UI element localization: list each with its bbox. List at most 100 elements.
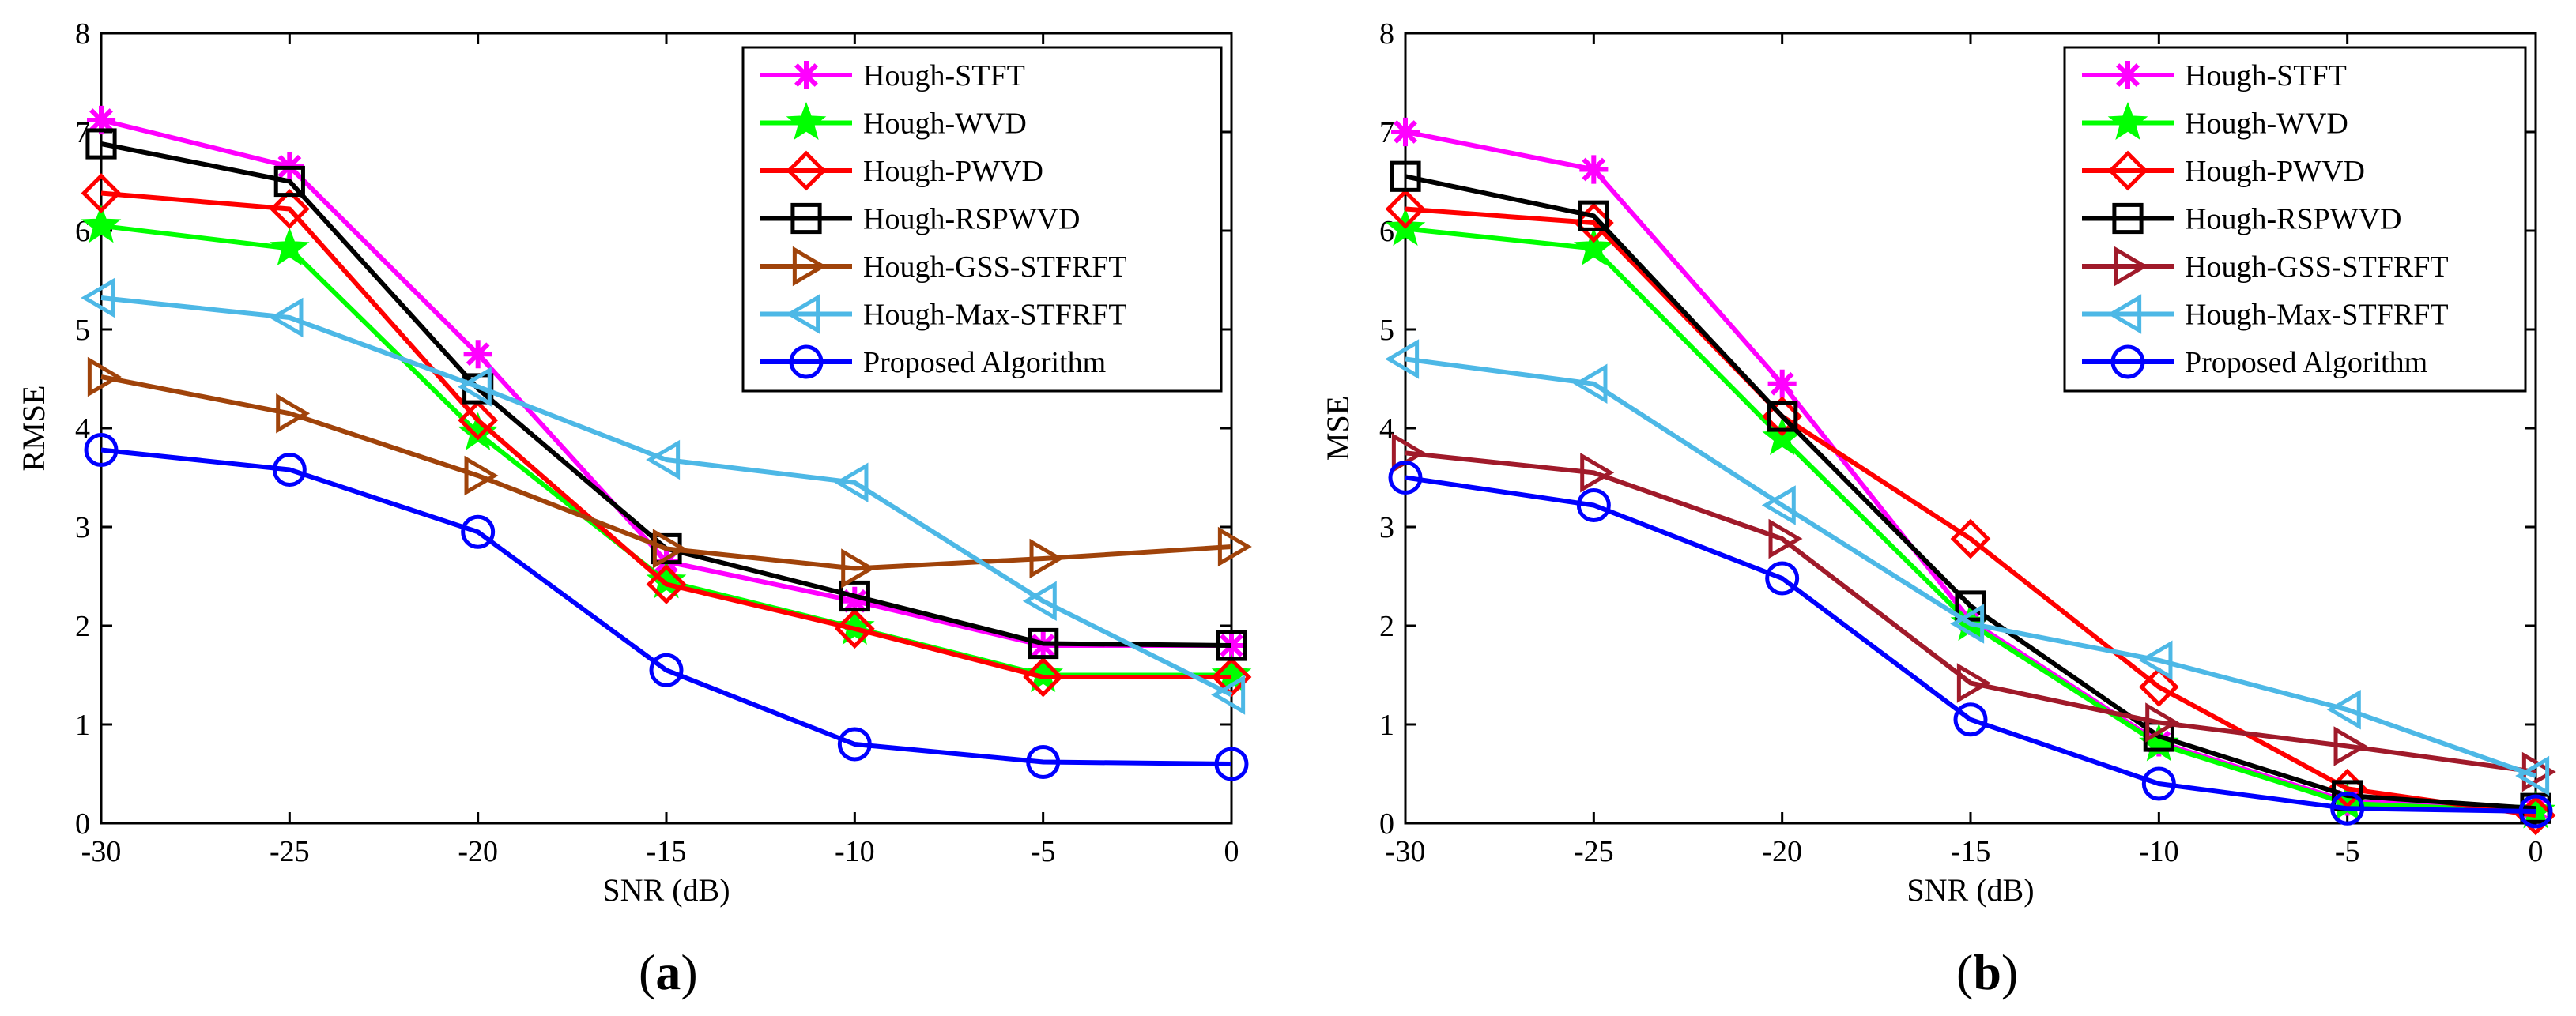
- y-tick-label: 6: [1379, 215, 1394, 248]
- data-point: [1950, 604, 1985, 644]
- legend: Hough-STFT Hough-WVD Hough-PWVD Hough-RSPWV…: [741, 46, 1223, 393]
- x-tick-label: -30: [1386, 835, 1426, 868]
- caption-letter: a: [655, 944, 681, 1000]
- legend-marker: [2113, 61, 2143, 89]
- data-point: [87, 356, 122, 397]
- caption-close: ): [2001, 944, 2018, 1000]
- x-tick-label: -30: [81, 835, 122, 868]
- legend-item-hough-wvd: Hough-WVD: [2082, 101, 2348, 141]
- data-point: [84, 433, 119, 467]
- data-point: [1767, 401, 1798, 432]
- x-tick-label: -25: [1574, 835, 1614, 868]
- data-point: [458, 400, 499, 441]
- legend-marker: [2110, 344, 2145, 379]
- x-axis-label: SNR (dB): [602, 872, 730, 908]
- data-point: [272, 453, 307, 487]
- legend-item-hough-gss-stfrft: Hough-GSS-STFRFT: [760, 246, 1127, 287]
- series-line: [100, 295, 1233, 698]
- y-axis-label: RMSE: [16, 386, 51, 472]
- y-tick-label: 4: [75, 412, 90, 446]
- x-tick-label: 0: [1224, 835, 1239, 868]
- series-line: [1405, 475, 2536, 814]
- data-point: [2138, 640, 2173, 681]
- legend-item-hough-gss-stfrft: Hough-GSS-STFRFT: [2082, 246, 2449, 287]
- data-point: [1391, 117, 1420, 147]
- legend-label: Proposed Algorithm: [2185, 346, 2427, 379]
- series-proposed-algorithm: [1388, 461, 2553, 829]
- y-tick-label: 3: [75, 511, 90, 544]
- data-point: [2515, 755, 2550, 796]
- data-point: [1956, 663, 1991, 703]
- data-point: [834, 608, 875, 649]
- data-point: [841, 548, 876, 589]
- series-hough-max-stfrft: [81, 277, 1246, 715]
- legend-item-proposed-algorithm: Proposed Algorithm: [760, 344, 1106, 379]
- caption-close: ): [681, 944, 697, 1000]
- x-tick-label: -25: [270, 835, 310, 868]
- panel-caption: (b): [1956, 944, 2018, 1000]
- y-axis-label: MSE: [1320, 396, 1356, 461]
- data-point: [1028, 627, 1059, 660]
- series-line: [100, 374, 1232, 571]
- caption-open: (: [1956, 944, 1973, 1000]
- legend-label: Hough-RSPWVD: [2185, 203, 2401, 236]
- data-point: [269, 227, 310, 266]
- data-point: [1385, 189, 1426, 229]
- data-point: [2333, 726, 2368, 766]
- x-tick-label: 0: [2529, 835, 2544, 868]
- legend-marker: [786, 101, 827, 141]
- y-tick-label: 8: [75, 17, 90, 51]
- data-point: [1578, 200, 1609, 231]
- data-point: [646, 439, 681, 480]
- data-point: [2141, 766, 2176, 801]
- y-tick-label: 4: [1379, 412, 1394, 446]
- panel-caption: (a): [639, 944, 698, 1000]
- data-point: [1214, 747, 1249, 781]
- data-point: [1390, 160, 1421, 192]
- x-tick-label: -10: [2139, 835, 2179, 868]
- legend-label: Hough-STFT: [863, 59, 1025, 92]
- data-point: [1950, 518, 1991, 559]
- x-tick-label: -15: [647, 835, 687, 868]
- legend-item-hough-max-stfrft: Hough-Max-STFRFT: [2082, 294, 2449, 334]
- series-hough-gss-stfrft: [87, 356, 1252, 589]
- data-point: [458, 412, 499, 450]
- data-point: [1573, 202, 1614, 243]
- data-point: [2330, 791, 2365, 826]
- data-point: [87, 105, 116, 135]
- legend-marker: [792, 61, 820, 89]
- data-point: [1768, 518, 1803, 559]
- data-point: [837, 727, 872, 762]
- data-point: [464, 455, 499, 496]
- chart-panel-b: 0 1 2 3 4 5 6 7 8 -30 -25 -20 -15 -10 -5 0 SNR (dB) MSE Ho…: [1320, 17, 2556, 1000]
- data-point: [1022, 581, 1057, 622]
- legend-marker: [2107, 101, 2148, 141]
- legend-marker: [2114, 246, 2148, 287]
- legend-item-proposed-algorithm: Proposed Algorithm: [2082, 344, 2427, 379]
- data-point: [2518, 794, 2553, 829]
- legend-marker: [790, 202, 822, 235]
- data-point: [2138, 667, 2179, 707]
- legend-item-hough-rspwvd: Hough-RSPWVD: [2082, 203, 2401, 236]
- legend: Hough-STFT Hough-WVD Hough-PWVD Hough-RSPWV…: [2063, 46, 2527, 393]
- legend-label: Hough-PWVD: [863, 155, 1043, 188]
- y-tick-label: 8: [1379, 17, 1394, 51]
- series-line: [100, 190, 1231, 679]
- data-point: [85, 128, 117, 160]
- legend-item-hough-stft: Hough-STFT: [2082, 59, 2347, 92]
- data-point: [1217, 526, 1252, 567]
- data-point: [461, 514, 496, 549]
- data-point: [463, 340, 492, 369]
- data-point: [1576, 488, 1611, 522]
- legend-item-hough-pwvd: Hough-PWVD: [760, 150, 1043, 191]
- legend-label: Hough-GSS-STFRFT: [863, 250, 1127, 284]
- series-line: [1405, 206, 2536, 818]
- legend-label: Hough-WVD: [2185, 107, 2348, 141]
- legend-label: Hough-PWVD: [2185, 155, 2365, 188]
- series-proposed-algorithm: [84, 433, 1249, 781]
- legend-label: Hough-Max-STFRFT: [863, 299, 1127, 332]
- y-tick-label: 5: [75, 314, 90, 347]
- data-point: [81, 173, 122, 213]
